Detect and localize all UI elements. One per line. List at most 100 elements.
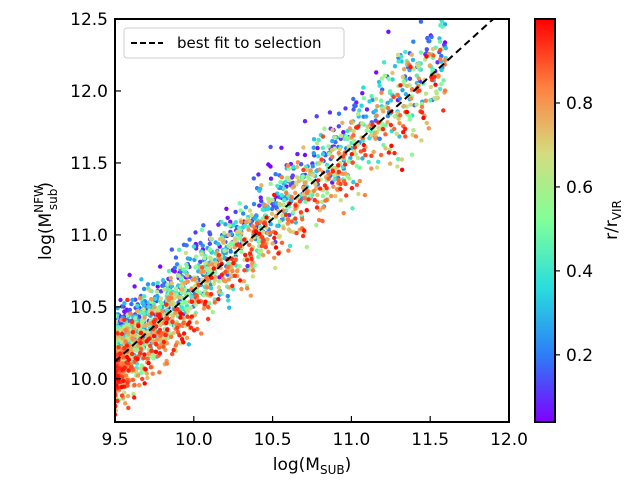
scatter-point (415, 62, 420, 67)
scatter-point (225, 264, 231, 270)
scatter-point (376, 159, 381, 164)
scatter-point (429, 34, 434, 40)
scatter-point (241, 211, 246, 216)
scatter-point (157, 304, 163, 310)
scatter-point (361, 85, 366, 90)
scatter-point (316, 154, 321, 159)
scatter-point (336, 169, 342, 175)
scatter-point (130, 377, 136, 382)
scatter-point (165, 282, 170, 287)
scatter-point (126, 357, 131, 362)
scatter-point (437, 39, 443, 44)
scatter-point (394, 131, 399, 136)
scatter-point (314, 205, 320, 210)
scatter-point (269, 211, 275, 216)
scatter-point (327, 110, 333, 115)
scatter-point (188, 305, 193, 310)
scatter-point (232, 273, 237, 278)
scatter-point (227, 305, 232, 310)
scatter-point (311, 137, 317, 142)
scatter-point (419, 138, 424, 143)
scatter-point (349, 152, 354, 157)
scatter-point (272, 255, 277, 260)
scatter-point (285, 217, 291, 222)
scatter-point (177, 333, 182, 338)
scatter-point (169, 247, 174, 252)
scatter-point (122, 301, 127, 306)
scatter-point (418, 50, 424, 55)
scatter-point (376, 79, 382, 85)
scatter-point (431, 53, 436, 58)
scatter-point (360, 91, 365, 96)
scatter-point (244, 220, 249, 225)
scatter-point (135, 303, 140, 308)
scatter-point (386, 76, 391, 82)
scatter-point (277, 201, 282, 206)
scatter-point (164, 361, 170, 366)
scatter-point (152, 304, 157, 310)
scatter-point (184, 243, 189, 248)
scatter-point (329, 193, 334, 199)
scatter-point (213, 270, 218, 275)
scatter-point (125, 380, 130, 385)
scatter-point (343, 181, 348, 187)
scatter-point (120, 336, 125, 341)
scatter-point (385, 105, 391, 111)
scatter-point (371, 149, 376, 155)
scatter-point (301, 228, 307, 233)
scatter-point (370, 122, 375, 127)
scatter-point (330, 127, 335, 133)
scatter-point (351, 107, 356, 112)
scatter-point (121, 378, 126, 383)
scatter-point (369, 166, 374, 171)
scatter-point (315, 192, 320, 198)
scatter-point (207, 266, 212, 272)
scatter-point (286, 175, 291, 180)
scatter-point (380, 126, 386, 132)
scatter-point (185, 309, 190, 314)
scatter-point (429, 74, 434, 80)
scatter-point (254, 221, 260, 226)
scatter-point (349, 186, 355, 191)
scatter-point (268, 176, 274, 181)
scatter-point (231, 222, 236, 228)
scatter-point (183, 250, 189, 256)
scatter-point (168, 275, 173, 281)
scatter-point (306, 197, 311, 202)
scatter-point (396, 59, 401, 64)
scatter-point (289, 194, 294, 200)
scatter-point (135, 356, 140, 362)
scatter-point (154, 324, 159, 329)
scatter-point (320, 134, 326, 139)
scatter-point (194, 264, 199, 269)
scatter-point (165, 327, 170, 332)
scatter-point (140, 376, 145, 382)
scatter-point (281, 226, 286, 231)
scatter-point (186, 342, 191, 347)
scatter-point (151, 333, 157, 339)
scatter-point (375, 165, 380, 170)
x-tick-label: 12.0 (490, 430, 528, 450)
scatter-point (414, 102, 419, 107)
scatter-point (386, 29, 391, 34)
scatter-point (419, 104, 425, 110)
scatter-point (374, 70, 379, 75)
scatter-point (202, 255, 207, 261)
x-axis-label: log(MSUB) (273, 455, 352, 477)
scatter-point (424, 54, 429, 59)
scatter-point (268, 222, 273, 227)
scatter-point (216, 279, 222, 284)
scatter-point (359, 103, 364, 108)
scatter-point (261, 238, 266, 243)
scatter-point (211, 266, 216, 271)
colorbar-frame (534, 18, 556, 423)
scatter-point (200, 265, 205, 270)
scatter-point (329, 147, 335, 153)
scatter-point (320, 151, 326, 157)
scatter-point (165, 316, 170, 321)
scatter-point (350, 206, 355, 211)
scatter-point (283, 179, 288, 185)
scatter-point (155, 280, 160, 286)
scatter-point (189, 299, 195, 304)
scatter-point (164, 302, 169, 307)
